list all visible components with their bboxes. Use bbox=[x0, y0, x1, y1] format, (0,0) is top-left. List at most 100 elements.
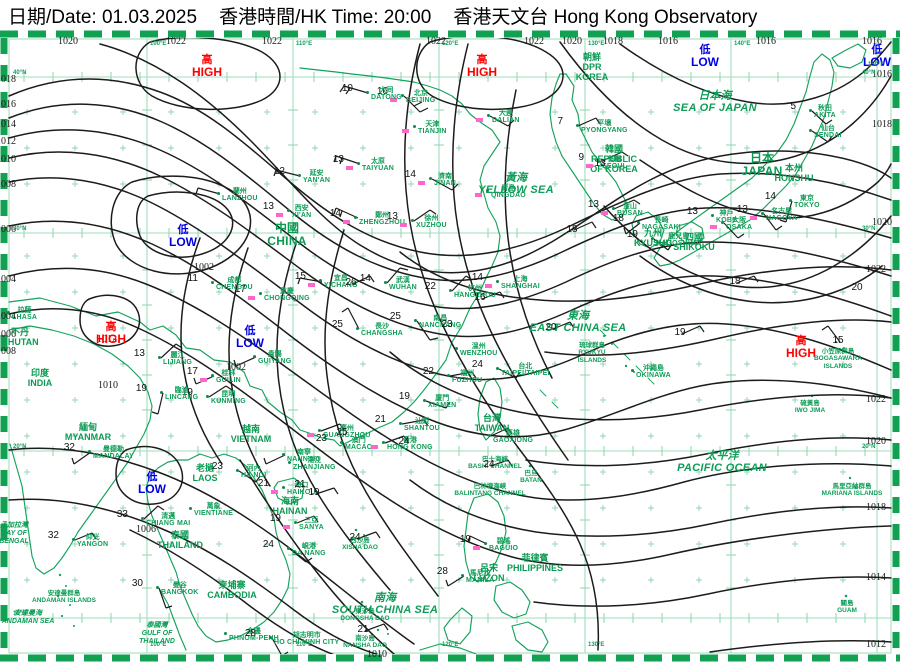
map-border-sides bbox=[0, 38, 900, 654]
country-label: 泰國 THAILAND bbox=[157, 530, 203, 550]
sea-label: 孟加拉灣 BAY OF BENGAL bbox=[0, 522, 29, 545]
station-temperature: 19 bbox=[398, 391, 410, 402]
station-dot bbox=[357, 162, 360, 165]
station-dot bbox=[206, 395, 209, 398]
station-dot bbox=[496, 280, 499, 283]
lon-label-120e: 120°E bbox=[442, 41, 459, 47]
station-label: 南寧 NANNING bbox=[287, 449, 322, 463]
station-dot bbox=[576, 124, 579, 127]
station-label: 秋田 AKITA bbox=[814, 105, 836, 119]
sea-label: 南海 SOUTH CHINA SEA bbox=[331, 592, 439, 616]
free-temperature: 15 bbox=[832, 335, 844, 346]
station-label: 馬尼拉 MANILA bbox=[466, 570, 495, 584]
station-dot bbox=[158, 356, 161, 359]
station-label: 大阪 OSAKA bbox=[726, 217, 753, 231]
station-label: 香港 HONG KONG bbox=[387, 437, 433, 451]
station-temperature: 13 bbox=[587, 199, 599, 210]
island-label: 巴旦 BATAN bbox=[520, 470, 542, 484]
free-temperature: 23 bbox=[441, 319, 453, 330]
isobar-label: 1016 bbox=[658, 36, 678, 47]
station-temperature: 32 bbox=[47, 530, 59, 541]
station-temperature: 22 bbox=[424, 281, 436, 292]
station-label: 峴港 DA NANG bbox=[292, 543, 326, 557]
station-present-weather-box bbox=[271, 490, 278, 494]
station-label: 杭州 HANGZHOU bbox=[454, 285, 497, 299]
chart-agency: 香港天文台 Hong Kong Observatory bbox=[453, 6, 758, 28]
station-dot bbox=[236, 469, 239, 472]
station-dot bbox=[423, 399, 426, 402]
station-dot bbox=[318, 429, 321, 432]
free-temperature: 20 bbox=[545, 322, 557, 333]
isobar-label: 1006 bbox=[0, 329, 16, 340]
free-temperature: 19 bbox=[308, 487, 320, 498]
pressure-centre-low: 低 LOW bbox=[169, 224, 197, 249]
free-temperature: 18 bbox=[566, 224, 578, 235]
country-label: 菲律賓 PHILIPPINES bbox=[506, 553, 564, 573]
station-label: 汕頭 SHANTOU bbox=[404, 418, 440, 432]
station-label: 福州 FUZHOU bbox=[452, 370, 483, 384]
pressure-centre-low: 低 LOW bbox=[138, 471, 166, 496]
free-temperature: 26 bbox=[345, 277, 357, 288]
country-label: 本州 HONSHU bbox=[774, 163, 814, 183]
isobar-label: 1022 bbox=[524, 36, 544, 47]
pressure-centre-high: 高 HIGH bbox=[467, 54, 497, 79]
station-dot bbox=[496, 367, 499, 370]
lon-label-130e: 130°E bbox=[588, 41, 605, 47]
station-dot bbox=[141, 517, 144, 520]
station-dot bbox=[269, 636, 272, 639]
station-present-weather-box bbox=[200, 378, 207, 382]
isobar-label: 1002 bbox=[226, 362, 246, 373]
station-dot bbox=[298, 174, 301, 177]
island-label: 安達曼群島 ANDAMAN ISLANDS bbox=[32, 590, 96, 604]
station-temperature: 28 bbox=[436, 566, 448, 577]
graticule bbox=[9, 39, 891, 653]
isobars bbox=[8, 38, 892, 654]
station-label: 清邁 CHIANG MAI bbox=[146, 513, 191, 527]
station-temperature: 24 bbox=[471, 359, 483, 370]
station-temperature: 23 bbox=[315, 433, 327, 444]
isobar-label: 1022 bbox=[166, 36, 186, 47]
station-present-weather-box bbox=[473, 546, 480, 550]
free-temperature: 24 bbox=[349, 532, 361, 543]
isobar-label: 1018 bbox=[866, 502, 886, 513]
station-label: 湛江 ZHANJIANG bbox=[293, 457, 336, 471]
station-dot bbox=[366, 91, 369, 94]
station-label: 名古屋 NAGOYA bbox=[766, 208, 798, 222]
station-dot bbox=[217, 192, 220, 195]
isobar-label: 1014 bbox=[866, 572, 886, 583]
isobar-label: 1018 bbox=[872, 119, 892, 130]
station-temperature: 18 bbox=[612, 213, 624, 224]
station-dot bbox=[411, 219, 414, 222]
station-label: 長沙 CHANGSHA bbox=[361, 323, 404, 337]
station-dot bbox=[253, 355, 256, 358]
station-dot bbox=[88, 450, 91, 453]
station-dot bbox=[287, 209, 290, 212]
station-present-weather-box bbox=[418, 181, 425, 185]
free-temperature: 24 bbox=[483, 459, 495, 470]
station-temperature: 7 bbox=[557, 116, 563, 127]
station-dot bbox=[211, 281, 214, 284]
station-temperature: 14 bbox=[359, 273, 371, 284]
station-dot bbox=[597, 160, 600, 163]
station-label: 廈門 XIAMEN bbox=[428, 395, 457, 409]
station-label: 拉薩 LHASA bbox=[12, 307, 38, 321]
station-present-weather-box bbox=[346, 166, 353, 170]
pressure-centre-high: 高 HIGH bbox=[96, 321, 126, 346]
station-dot bbox=[809, 129, 812, 132]
sea-label: 泰國灣 GULF OF THAILAND bbox=[139, 622, 175, 645]
station-label: 胡志明市 HO CHI MINH CITY bbox=[274, 632, 340, 646]
station-temperature: 32 bbox=[63, 442, 75, 453]
station-dot bbox=[487, 114, 490, 117]
station-label: 溫州 WENZHOU bbox=[460, 343, 498, 357]
free-temperature: 24 bbox=[398, 436, 410, 447]
station-dot bbox=[354, 216, 357, 219]
station-label: 臨滄 LINCANG bbox=[165, 387, 199, 401]
isobar-label: 1022 bbox=[866, 394, 886, 405]
sea-label: 巴士海峽 BASHI CHANNEL bbox=[468, 456, 522, 470]
station-dot bbox=[259, 292, 262, 295]
station-label: 曼谷 BANGKOK bbox=[161, 582, 199, 596]
station-temperature: 13 bbox=[332, 154, 344, 165]
station-temperature: 13 bbox=[386, 211, 398, 222]
station-label: 仰光 YANGON bbox=[77, 534, 109, 548]
isobar-label: 1020 bbox=[872, 217, 892, 228]
